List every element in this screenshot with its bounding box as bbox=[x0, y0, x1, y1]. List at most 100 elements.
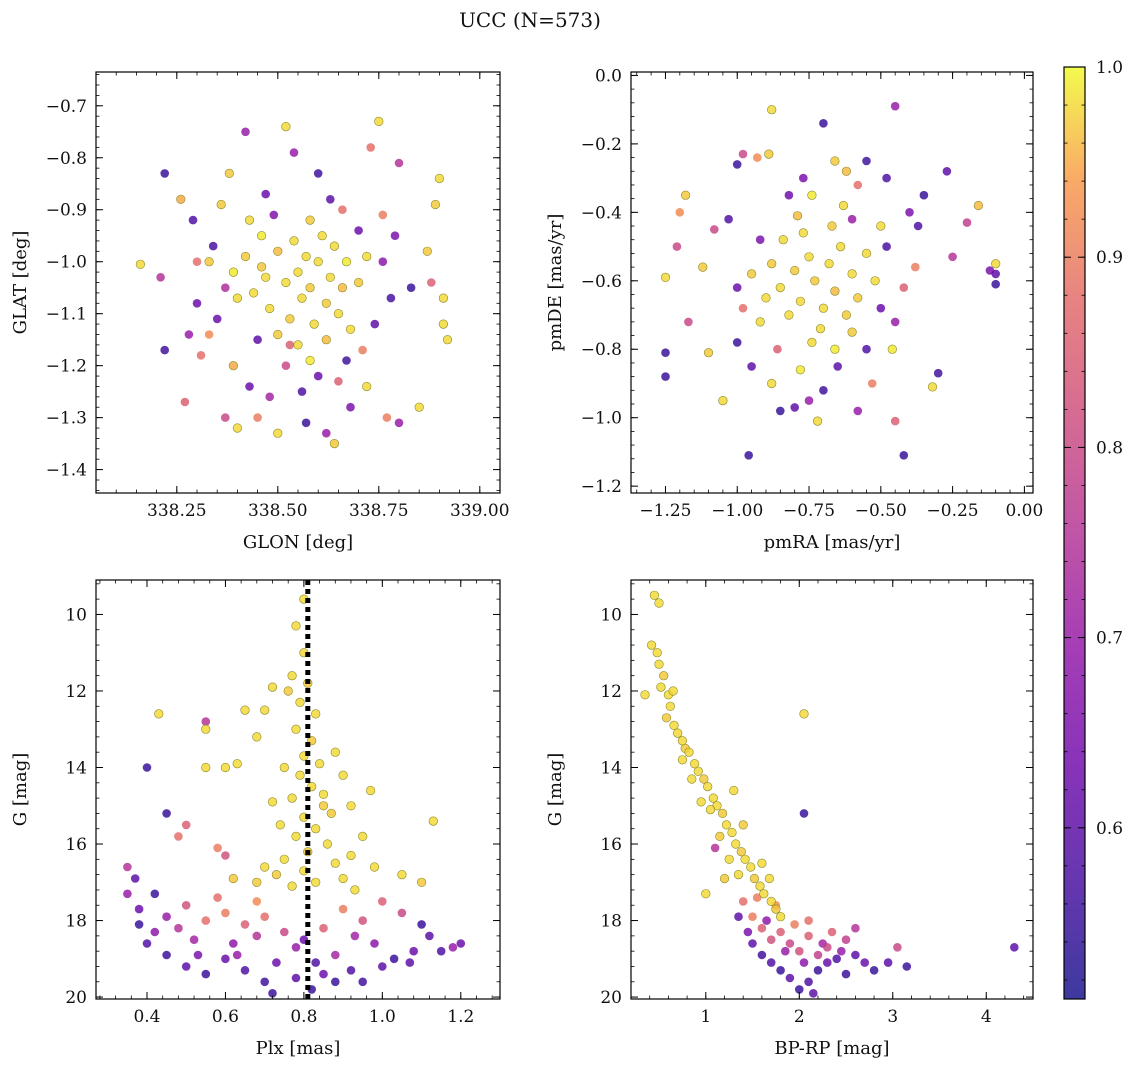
data-point bbox=[804, 916, 813, 925]
data-point bbox=[366, 143, 376, 152]
data-point bbox=[326, 195, 335, 204]
data-point bbox=[358, 977, 368, 987]
points-layer bbox=[135, 116, 453, 449]
data-point bbox=[790, 403, 799, 412]
x-tick-label: 0.00 bbox=[1005, 501, 1043, 521]
data-point bbox=[824, 259, 834, 269]
data-point bbox=[853, 180, 863, 190]
data-point bbox=[257, 262, 267, 272]
data-point bbox=[382, 413, 392, 422]
data-point bbox=[369, 862, 380, 872]
data-point bbox=[417, 920, 426, 929]
data-point bbox=[184, 330, 194, 339]
data-point bbox=[162, 950, 171, 960]
data-point bbox=[224, 168, 234, 178]
data-point bbox=[973, 200, 984, 211]
data-point bbox=[833, 362, 842, 371]
data-point bbox=[790, 920, 799, 929]
data-point bbox=[221, 851, 230, 860]
data-point bbox=[442, 335, 453, 345]
y-tick-label: −1.2 bbox=[46, 357, 87, 377]
data-point bbox=[819, 119, 828, 128]
data-point bbox=[366, 785, 376, 796]
data-point bbox=[764, 873, 775, 884]
data-point bbox=[853, 406, 863, 416]
y-tick-label: −0.9 bbox=[46, 201, 87, 221]
data-point bbox=[150, 889, 160, 899]
data-point bbox=[867, 379, 877, 388]
data-point bbox=[123, 862, 132, 872]
y-tick-label: 20 bbox=[65, 988, 87, 1008]
data-point bbox=[154, 709, 164, 719]
data-point bbox=[784, 190, 794, 200]
data-point bbox=[370, 939, 379, 948]
data-point bbox=[244, 215, 255, 225]
data-point bbox=[790, 265, 800, 276]
data-point bbox=[221, 413, 230, 422]
data-point bbox=[338, 904, 348, 914]
data-point bbox=[405, 958, 415, 967]
data-point bbox=[837, 946, 846, 956]
data-point bbox=[232, 950, 242, 960]
data-point bbox=[919, 190, 929, 200]
data-point bbox=[260, 977, 270, 987]
data-point bbox=[767, 105, 777, 115]
data-point bbox=[764, 149, 774, 159]
data-point bbox=[887, 344, 897, 354]
data-point bbox=[776, 927, 785, 937]
y-tick-label: −0.8 bbox=[46, 149, 87, 169]
data-point bbox=[345, 324, 356, 334]
data-point bbox=[890, 317, 900, 327]
data-point bbox=[869, 966, 879, 975]
data-point bbox=[724, 214, 733, 224]
data-point bbox=[295, 770, 305, 780]
data-point bbox=[272, 958, 281, 967]
data-point bbox=[661, 713, 672, 723]
x-tick-label: −1.25 bbox=[639, 501, 691, 521]
data-point bbox=[757, 858, 767, 868]
data-point bbox=[295, 697, 305, 708]
data-point bbox=[317, 231, 327, 241]
data-point bbox=[738, 897, 748, 906]
data-point bbox=[703, 348, 714, 358]
data-point bbox=[337, 283, 348, 293]
data-point bbox=[321, 298, 331, 308]
data-point bbox=[827, 927, 837, 937]
data-point bbox=[738, 149, 748, 159]
data-point bbox=[319, 969, 328, 979]
data-point bbox=[698, 262, 708, 272]
data-point bbox=[832, 954, 841, 964]
data-point bbox=[687, 774, 697, 784]
data-point bbox=[378, 962, 387, 971]
data-point bbox=[732, 338, 742, 347]
data-point bbox=[228, 361, 238, 371]
data-point bbox=[181, 820, 191, 830]
data-point bbox=[905, 208, 914, 217]
data-point bbox=[649, 590, 660, 600]
data-point bbox=[841, 969, 851, 979]
data-point bbox=[740, 854, 750, 864]
data-point bbox=[240, 251, 251, 262]
data-point bbox=[744, 451, 753, 460]
data-point bbox=[731, 839, 741, 849]
data-point bbox=[804, 396, 814, 405]
y-tick-label: −0.6 bbox=[581, 272, 622, 292]
data-point bbox=[322, 839, 333, 849]
data-point bbox=[456, 939, 466, 948]
x-tick-label: 339.00 bbox=[450, 501, 509, 521]
data-point bbox=[732, 283, 742, 292]
data-point bbox=[654, 598, 664, 608]
data-point bbox=[860, 958, 869, 967]
data-point bbox=[297, 293, 307, 303]
y-tick-label: −1.4 bbox=[46, 461, 87, 481]
data-point bbox=[798, 228, 808, 238]
x-axis-label: Plx [mas] bbox=[256, 1038, 341, 1059]
data-point bbox=[799, 809, 809, 818]
data-point bbox=[301, 251, 311, 262]
data-point bbox=[684, 747, 694, 757]
data-point bbox=[378, 210, 388, 220]
data-point bbox=[267, 797, 278, 807]
colorbar-frame bbox=[1063, 66, 1086, 1000]
y-tick-label: −0.2 bbox=[581, 135, 622, 155]
